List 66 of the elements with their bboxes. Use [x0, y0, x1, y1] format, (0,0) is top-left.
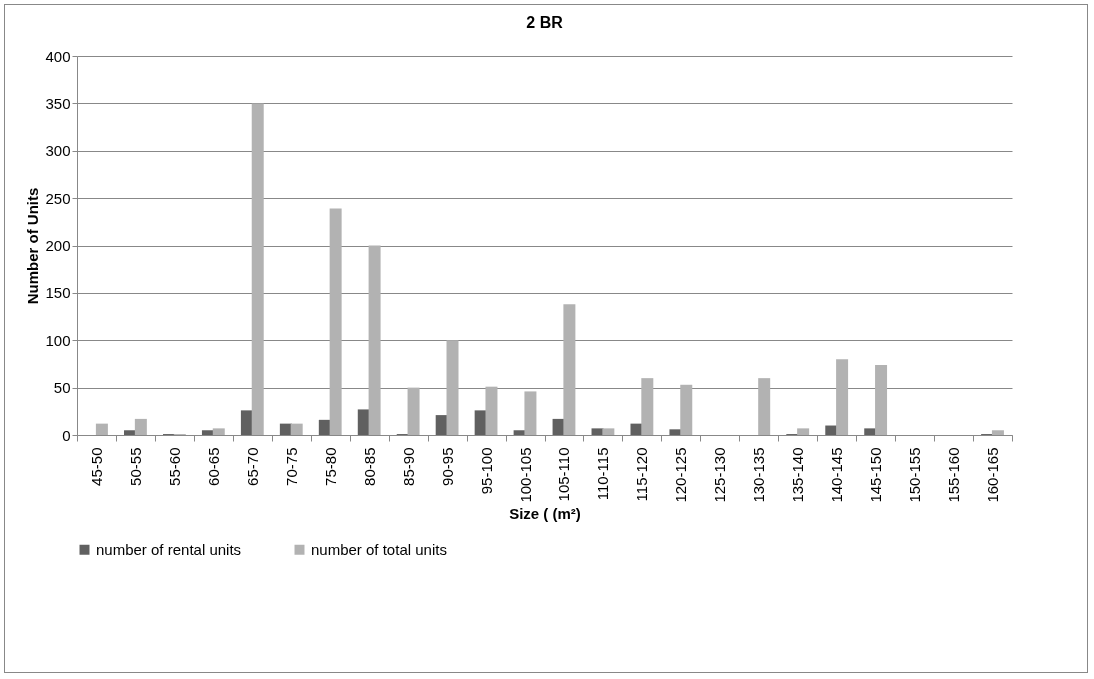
bar [991, 430, 1004, 435]
bar [836, 359, 849, 435]
bar [485, 386, 498, 435]
x-tick-label: 105-110 [555, 447, 573, 502]
y-tick-label: 150 [45, 284, 71, 302]
x-tick-label: 100-105 [516, 447, 534, 503]
x-tick-label: 145-150 [867, 447, 885, 503]
x-tick-label: 85-90 [399, 447, 417, 486]
bar [134, 418, 147, 435]
bar [669, 429, 682, 435]
bar [641, 378, 654, 435]
x-tick-label: 155-160 [945, 447, 963, 503]
bar [758, 378, 771, 435]
bar [680, 384, 693, 435]
x-tick-label: 50-55 [126, 447, 144, 486]
x-tick-label: 130-135 [750, 447, 768, 503]
x-tick-label: 65-70 [243, 447, 261, 486]
bar [318, 419, 331, 435]
bar [864, 428, 877, 435]
y-tick-label: 100 [45, 331, 71, 349]
bar [329, 208, 342, 435]
y-tick-label: 350 [45, 94, 71, 112]
bar [368, 245, 381, 435]
x-tick-label: 135-140 [789, 447, 807, 503]
bar [524, 391, 537, 435]
x-tick-label: 90-95 [438, 447, 456, 486]
bar [212, 428, 225, 435]
chart-title: 2 BR [526, 14, 564, 31]
legend-label: number of total units [311, 540, 447, 558]
x-tick-label: 140-145 [828, 447, 846, 503]
bar [407, 387, 420, 435]
bar [563, 304, 576, 435]
bar [602, 428, 615, 435]
y-tick-label: 200 [45, 237, 71, 254]
bar [240, 410, 253, 435]
x-tick-label: 70-75 [282, 447, 300, 486]
bar [290, 423, 303, 435]
bar [251, 103, 264, 435]
y-tick-label: 250 [45, 189, 71, 207]
bar [797, 428, 810, 435]
x-axis-title: Size ( (m²) [509, 504, 581, 522]
x-tick-label: 55-60 [165, 447, 183, 486]
x-tick-label: 75-80 [321, 447, 339, 486]
bar [446, 340, 459, 435]
bar [124, 430, 137, 435]
bar [357, 409, 370, 435]
bar [875, 364, 888, 435]
y-axis-title: Number of Units [24, 187, 42, 305]
x-tick-label: 80-85 [360, 447, 378, 486]
y-tick-label: 0 [62, 426, 71, 444]
x-tick-label: 115-120 [633, 447, 651, 502]
y-tick-label: 400 [45, 47, 71, 65]
x-tick-label: 45-50 [87, 447, 105, 486]
y-tick-label: 300 [45, 142, 71, 160]
bar [435, 415, 448, 435]
x-tick-label: 120-125 [672, 447, 690, 503]
x-tick-label: 150-155 [906, 447, 924, 503]
bar [95, 423, 108, 435]
x-tick-label: 110-115 [594, 447, 612, 501]
x-tick-label: 125-130 [711, 447, 729, 503]
x-tick-label: 60-65 [204, 447, 222, 486]
bar [201, 430, 214, 435]
x-tick-label: 160-165 [984, 447, 1002, 503]
y-tick-label: 50 [53, 379, 71, 397]
x-tick-label: 95-100 [477, 447, 495, 495]
legend-label: number of rental units [96, 540, 242, 558]
